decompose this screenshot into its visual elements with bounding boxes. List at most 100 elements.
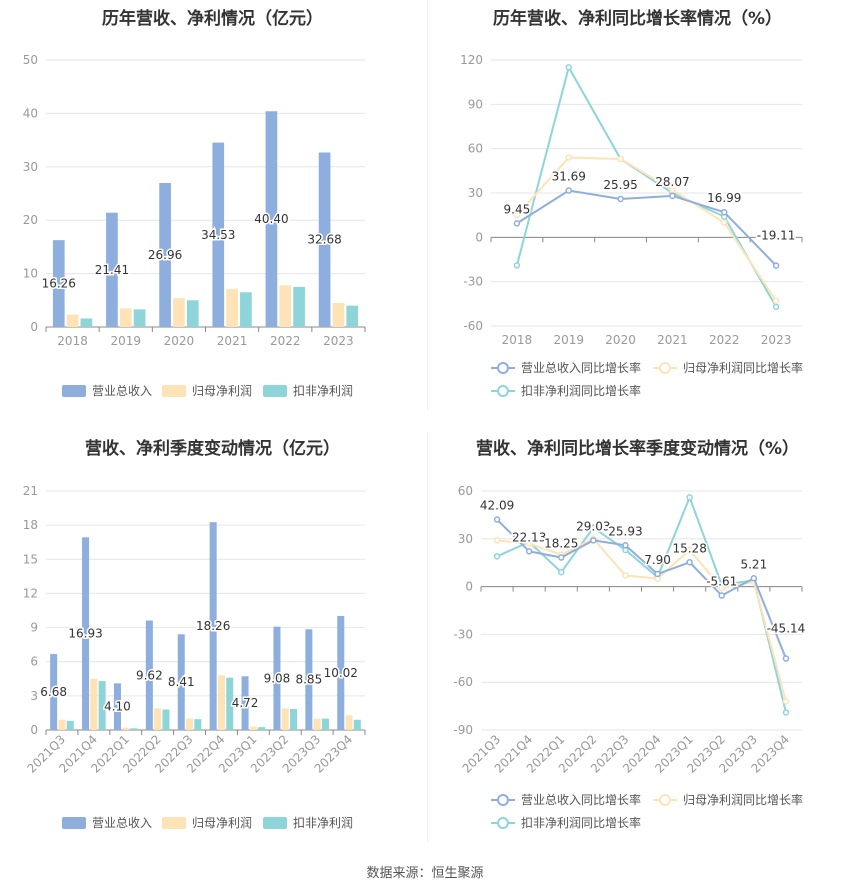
y-tick-label: 60 [458, 484, 473, 498]
data-label: 9.08 [264, 671, 291, 685]
data-point [782, 655, 790, 662]
legend-swatch [659, 362, 671, 374]
data-label: 10.02 [324, 666, 358, 680]
bar-parent-profit [186, 718, 194, 730]
data-label: 22.13 [512, 530, 546, 544]
chart-title: 历年营收、净利情况（亿元） [102, 9, 323, 29]
data-point [772, 303, 780, 311]
bar-non-gaap-profit [258, 727, 266, 730]
line-non-gaap-growth [496, 494, 787, 713]
bar-revenue [212, 142, 225, 327]
data-point [617, 155, 624, 163]
data-point [686, 559, 693, 566]
bar-non-gaap-profit [353, 719, 361, 730]
data-label: 28.07 [655, 175, 689, 189]
data-label: -45.14 [767, 622, 806, 636]
data-point [772, 262, 780, 269]
panel-annual-bar: 历年营收、净利情况（亿元） 0 10 20 30 40 50 16.26 21.41 26.96… [0, 0, 425, 430]
bar-parent-profit [332, 302, 345, 327]
legend-swatch [497, 362, 509, 374]
x-tick-label: 2019 [110, 334, 141, 348]
bar-non-gaap-profit [98, 681, 106, 730]
data-label: 21.41 [95, 263, 129, 277]
data-label: 9.45 [504, 202, 531, 216]
y-tick-label: 0 [475, 230, 483, 244]
bar-parent-profit [122, 727, 130, 730]
legend-label: 归母净利润同比增长率 [683, 792, 803, 807]
annual-growth-chart: -60 -30 0 30 60 90 120 9.45 31.69 25.95 28.07 16.99… [460, 53, 803, 398]
y-tick-label: 12 [23, 586, 38, 600]
divider [427, 0, 428, 410]
y-tick-label: -60 [463, 319, 483, 333]
bar-revenue [50, 653, 58, 730]
data-point [565, 187, 572, 194]
bar-parent-profit [313, 718, 321, 730]
data-label: 25.95 [603, 178, 637, 192]
data-point [669, 192, 676, 200]
line-revenue-growth [516, 189, 777, 267]
data-label: 29.03 [576, 519, 610, 533]
bar-non-gaap-profit [321, 718, 329, 730]
bar-revenue [52, 240, 65, 327]
data-point [493, 553, 501, 560]
bar-revenue [273, 626, 281, 730]
data-label: 40.40 [254, 212, 288, 226]
data-label: 34.53 [201, 228, 235, 242]
legend-label: 扣非净利润 [293, 816, 353, 830]
x-tick-label: 2021 [657, 333, 688, 347]
data-source-label: 数据来源：恒生聚源 [366, 866, 484, 881]
line-parent-profit-growth [496, 537, 787, 702]
data-point [721, 219, 728, 226]
x-tick-label: 2021 [217, 334, 248, 348]
line-parent-profit-growth [516, 156, 777, 302]
bar-parent-profit [279, 285, 292, 327]
y-tick-label: 90 [468, 97, 483, 111]
x-tick-label: 2020 [164, 334, 195, 348]
bar-non-gaap-profit [290, 708, 298, 730]
data-label: 18.26 [196, 619, 230, 633]
bar-revenue [177, 634, 185, 730]
bar-non-gaap-profit [186, 300, 199, 327]
x-tick-label: 2023 [323, 334, 354, 348]
bar-parent-profit [173, 298, 185, 327]
data-label: 32.68 [307, 233, 341, 247]
legend-label: 扣非净利润同比增长率 [521, 815, 641, 830]
data-point [493, 516, 501, 523]
legend-swatch [162, 817, 186, 829]
y-tick-label: 20 [23, 213, 38, 227]
data-label: 4.10 [104, 700, 131, 714]
y-tick-label: 120 [460, 53, 483, 67]
bar-revenue [265, 111, 278, 327]
x-tick-label: 2018 [502, 333, 533, 347]
data-label: 18.25 [544, 537, 578, 551]
bar-non-gaap-profit [133, 309, 146, 327]
data-point [669, 186, 676, 194]
data-label: 9.62 [136, 668, 163, 682]
legend-swatch [497, 385, 509, 397]
bar-non-gaap-profit [226, 677, 234, 730]
data-point [558, 569, 565, 576]
legend-label: 营业总收入 [92, 384, 152, 398]
data-point [721, 208, 728, 216]
bar-revenue [337, 615, 345, 730]
bar-revenue [241, 676, 249, 730]
data-point [654, 570, 661, 578]
bar-revenue [106, 212, 118, 327]
bar-parent-profit [154, 708, 162, 730]
legend-swatch [62, 385, 86, 397]
bar-revenue [209, 522, 217, 730]
y-tick-label: 40 [23, 106, 38, 120]
legend-swatch [162, 385, 186, 397]
data-label: 31.69 [552, 170, 586, 184]
data-point [513, 262, 521, 269]
data-label: 16.99 [707, 191, 741, 205]
bar-revenue [145, 620, 153, 730]
data-point [617, 195, 624, 203]
annual-revenue-profit-chart: 0 10 20 30 40 50 16.26 21.41 26.96 34.53 40.40 32.6… [23, 53, 366, 398]
x-tick-label: 2019 [553, 333, 584, 347]
x-tick-label: 2020 [605, 333, 636, 347]
bar-non-gaap-profit [293, 286, 305, 327]
data-point [686, 494, 693, 501]
bar-parent-profit [66, 314, 79, 327]
